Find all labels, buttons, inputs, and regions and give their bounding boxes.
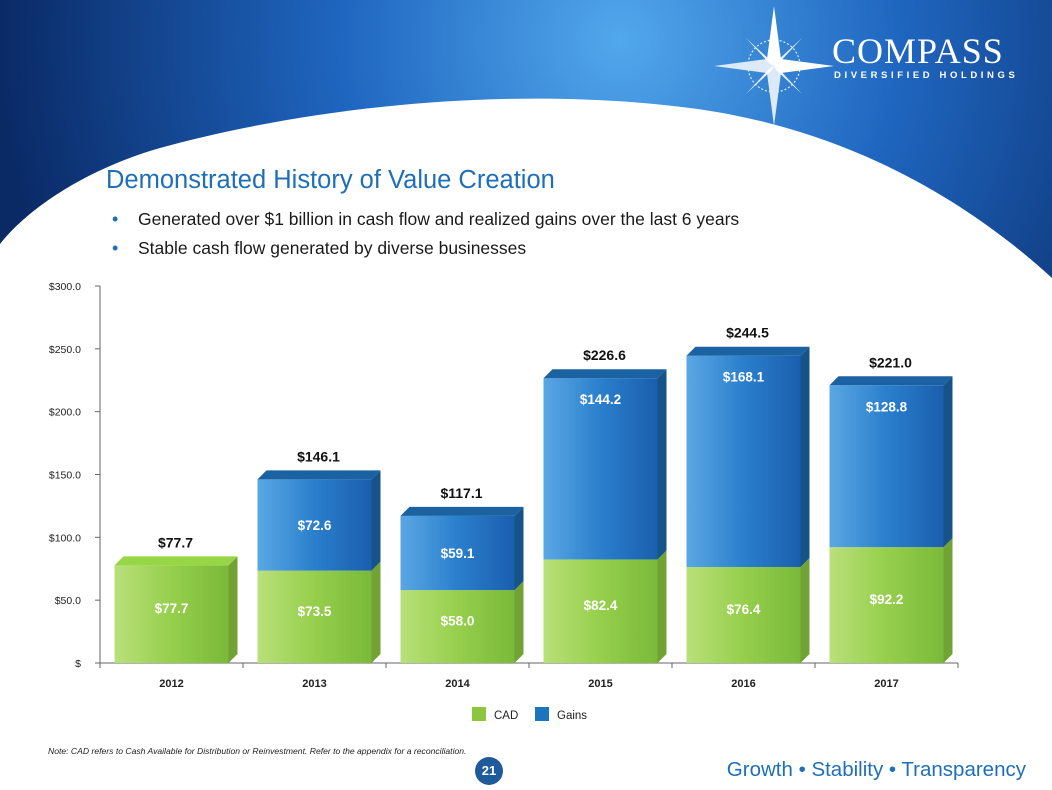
bar-cad-side-2012 [228,556,238,663]
bar-gains-2014 [400,515,515,591]
bullet-list: • Generated over $1 billion in cash flow … [112,205,739,263]
bar-top-2015 [543,369,667,379]
bar-cad-side-2016 [800,557,810,663]
bar-gains-side-2013 [371,470,381,571]
y-tick-label: $200.0 [49,407,81,419]
total-value-label: $77.7 [158,534,193,550]
gains-value-label: $128.8 [866,399,908,414]
bar-cad-side-2014 [514,581,524,663]
total-value-label: $221.0 [869,354,912,370]
gains-value-label: $59.1 [441,546,475,561]
bar-cad-2012 [114,565,229,663]
x-tick-label: 2013 [302,678,326,690]
page-number: 21 [475,757,503,785]
bar-cad-side-2015 [657,550,667,663]
total-value-label: $226.6 [583,347,626,363]
legend-swatch-gains [535,707,549,721]
y-tick-label: $300.0 [49,281,81,293]
bullet-item: • Stable cash flow generated by diverse b… [112,234,739,263]
total-value-label: $117.1 [440,485,482,501]
bullet-text: Stable cash flow generated by diverse bu… [138,238,527,258]
y-tick-label: $250.0 [49,344,81,356]
bar-gains-2015 [543,378,658,560]
gains-value-label: $144.2 [580,392,621,407]
bullet-text: Generated over $1 billion in cash flow a… [138,209,740,229]
x-tick-label: 2015 [588,678,612,690]
legend-swatch-cad [472,707,486,721]
tagline: Growth • Stability • Transparency [726,758,1026,781]
bullet-dot-icon: • [112,238,119,258]
x-tick-label: 2016 [731,678,755,690]
company-logo [712,4,1012,132]
total-value-label: $244.5 [726,325,769,341]
cad-value-label: $82.4 [584,598,618,613]
stacked-bar-chart: $ $50.0 $100.0 $150.0 $200.0 $250.0 $300.0 $77… [49,281,959,722]
total-value-label: $146.1 [297,448,340,464]
bar-top-2013 [257,470,381,480]
compass-star-icon [714,6,834,126]
bar-cad-2017 [829,547,944,663]
bar-gains-side-2015 [657,369,667,560]
bar-gains-side-2017 [943,376,953,548]
bullet-dot-icon: • [112,209,119,229]
cad-value-label: $77.7 [155,601,189,616]
cad-value-label: $92.2 [870,592,904,607]
bar-cad-2015 [543,559,658,663]
x-tick-label: 2017 [874,678,898,690]
logo-wordmark: COMPASS [832,31,1004,71]
bar-top-2012 [114,556,238,566]
bullet-item: • Generated over $1 billion in cash flow … [112,205,739,234]
bar-top-2016 [686,346,810,356]
gains-value-label: $72.6 [298,518,332,533]
y-tick-label: $100.0 [49,532,81,544]
cad-value-label: $73.5 [298,604,332,619]
cad-value-label: $58.0 [441,614,475,629]
y-tick-label: $50.0 [55,595,81,607]
y-tick-label: $150.0 [49,470,81,482]
cad-value-label: $76.4 [727,602,761,617]
bar-gains-2017 [829,385,944,548]
gains-value-label: $168.1 [723,370,765,385]
y-tick-label: $ [75,658,81,670]
slide-title: Demonstrated History of Value Creation [106,166,555,194]
bar-gains-2016 [686,355,801,567]
logo-subtitle: DIVERSIFIED HOLDINGS [834,70,1019,81]
bar-gains-2013 [257,479,372,571]
bar-cad-2016 [686,566,801,663]
bar-gains-side-2014 [514,506,524,591]
bar-cad-2014 [400,590,515,663]
bar-cad-2013 [257,570,372,663]
bar-cad-side-2013 [371,561,381,663]
footnote: Note: CAD refers to Cash Available for D… [48,746,467,756]
x-tick-label: 2012 [159,678,183,690]
bar-gains-side-2016 [800,346,810,567]
bar-top-2017 [829,376,953,386]
bar-top-2014 [400,506,524,516]
bar-cad-side-2017 [943,538,953,663]
legend-label-gains: Gains [557,710,587,722]
x-tick-label: 2014 [445,678,470,690]
legend-label-cad: CAD [494,710,518,722]
